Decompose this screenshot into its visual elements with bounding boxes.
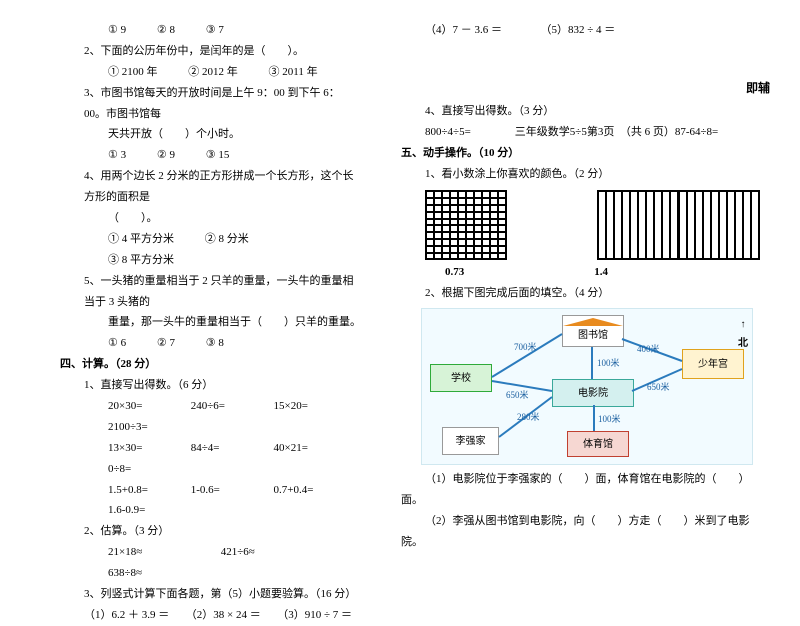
q5-opt-c: ③ 8 (206, 333, 224, 354)
grid-10x1-b (678, 190, 760, 260)
calc-2-4: 0÷8= (108, 459, 188, 480)
calc-row-2: 13×30= 84÷4= 40×21= 0÷8= (60, 438, 361, 480)
grid-10x10 (425, 190, 507, 260)
s4-3-row: （1）6.2 ＋ 3.9 ＝ （2）38 × 24 ＝ （3）910 ÷ 7 ＝ (60, 605, 361, 626)
calc-1-2: 240÷6= (191, 396, 271, 417)
q2-opt-b: ② 2012 年 (188, 62, 238, 83)
q5-opt-a: ① 6 (108, 333, 126, 354)
dist-400: 400米 (637, 341, 660, 358)
calc-1-4: 2100÷3= (108, 417, 188, 438)
grid-label-2: 1.4 (594, 262, 608, 283)
map-lines-svg (422, 309, 752, 464)
s-4-row: 800÷4÷5= 三年级数学5÷5第3页 （共 6 页）87-64÷8= (401, 122, 760, 143)
q-a-line1: （1）电影院位于李强家的（ ）面，体育馆在电影院的（ ） (401, 469, 760, 490)
q2-stem: 2、下面的公历年份中，是闰年的是（ ）。 (60, 41, 361, 62)
dist-700: 700米 (514, 339, 537, 356)
grid-10x1-a (597, 190, 679, 260)
dist-280: 280米 (517, 409, 540, 426)
q1-options: ① 9 ② 8 ③ 7 (60, 20, 361, 41)
right-column: （4）7 － 3.6 ＝ （5）832 ÷ 4 ＝ 4、直接写出得数。（3 分）… (381, 20, 760, 565)
q4-stem1: 4、用两个边长 2 分米的正方形拼成一个长方形，这个长方形的面积是 (60, 166, 361, 208)
q1-opt-a: ① 9 (108, 20, 126, 41)
dist-650b: 650米 (647, 379, 670, 396)
grid-label-1: 0.73 (445, 262, 464, 283)
q4-opt-c: ③ 8 平方分米 (108, 250, 174, 271)
q2-options: ① 2100 年 ② 2012 年 ③ 2011 年 (60, 62, 361, 83)
q1-opt-c: ③ 7 (206, 20, 224, 41)
calc-3-4: 1.6-0.9= (108, 500, 188, 521)
q4-options: ① 4 平方分米 ② 8 分米 ③ 8 平方分米 (60, 229, 361, 271)
calc-2-1: 13×30= (108, 438, 188, 459)
s4-2-title: 2、估算。（3 分） (60, 521, 361, 542)
dist-100b: 100米 (598, 411, 621, 428)
q3-opt-b: ② 9 (157, 145, 175, 166)
s-4-title: 4、直接写出得数。（3 分） (401, 101, 760, 122)
q2-opt-a: ① 2100 年 (108, 62, 158, 83)
q5-opt-b: ② 7 (157, 333, 175, 354)
q3-stem2: 天共开放（ ）个小时。 (60, 124, 361, 145)
side-annotation: 即辅 (746, 80, 770, 97)
q4-opt-a: ① 4 平方分米 (108, 229, 174, 250)
q2-opt-c: ③ 2011 年 (269, 62, 318, 83)
est-3: 638÷8≈ (108, 563, 218, 584)
s5-2-title: 2、根据下图完成后面的填空。（4 分） (401, 283, 760, 304)
top-calc: （4）7 － 3.6 ＝ （5）832 ÷ 4 ＝ (401, 20, 760, 41)
dist-100a: 100米 (597, 355, 620, 372)
dist-650a: 650米 (506, 387, 529, 404)
q1-opt-b: ② 8 (157, 20, 175, 41)
q3-opt-a: ① 3 (108, 145, 126, 166)
s4-3-title: 3、列竖式计算下面各题，第（5）小题要验算。（16 分） (60, 584, 361, 605)
q3-opt-c: ③ 15 (206, 145, 230, 166)
est-2: 421÷6≈ (221, 542, 331, 563)
q-a-line2: 面。 (401, 490, 760, 511)
est-row: 21×18≈ 421÷6≈ 638÷8≈ (60, 542, 361, 584)
q4-stem2: （ ）。 (60, 208, 361, 229)
est-1: 21×18≈ (108, 542, 218, 563)
s5-1-title: 1、看小数涂上你喜欢的颜色。（2 分） (401, 164, 760, 185)
calc-3-3: 0.7+0.4= (274, 480, 354, 501)
grid-row (425, 190, 760, 260)
calc-1-1: 20×30= (108, 396, 188, 417)
section-4-title: 四、计算。（28 分） (60, 354, 361, 375)
q3-options: ① 3 ② 9 ③ 15 (60, 145, 361, 166)
calc-2-3: 40×21= (274, 438, 354, 459)
calc-1-3: 15×20= (274, 396, 354, 417)
q5-stem2: 重量，那一头牛的重量相当于（ ）只羊的重量。 (60, 312, 361, 333)
q4-opt-b: ② 8 分米 (205, 229, 249, 250)
calc-3-1: 1.5+0.8= (108, 480, 188, 501)
q5-options: ① 6 ② 7 ③ 8 (60, 333, 361, 354)
calc-2-2: 84÷4= (191, 438, 271, 459)
q-b-line2: 院。 (401, 532, 760, 553)
calc-3-2: 1-0.6= (191, 480, 271, 501)
calc-row-3: 1.5+0.8= 1-0.6= 0.7+0.4= 1.6-0.9= (60, 480, 361, 522)
q-b-line1: （2）李强从图书馆到电影院，向（ ）方走（ ）米到了电影 (401, 511, 760, 532)
section-5-title: 五、动手操作。（10 分） (401, 143, 760, 164)
map-diagram: 北 图书馆 学校 少年宫 电影院 李强家 体育 (421, 308, 753, 465)
q5-stem1: 5、一头猪的重量相当于 2 只羊的重量，一头牛的重量相当于 3 头猪的 (60, 271, 361, 313)
calc-row-1: 20×30= 240÷6= 15×20= 2100÷3= (60, 396, 361, 438)
s4-1-title: 1、直接写出得数。（6 分） (60, 375, 361, 396)
grid-labels: 0.73 1.4 (445, 262, 760, 283)
left-column: ① 9 ② 8 ③ 7 2、下面的公历年份中，是闰年的是（ ）。 ① 2100 … (60, 20, 381, 565)
q3-stem1: 3、市图书馆每天的开放时间是上午 9：00 到下午 6：00。市图书馆每 (60, 83, 361, 125)
